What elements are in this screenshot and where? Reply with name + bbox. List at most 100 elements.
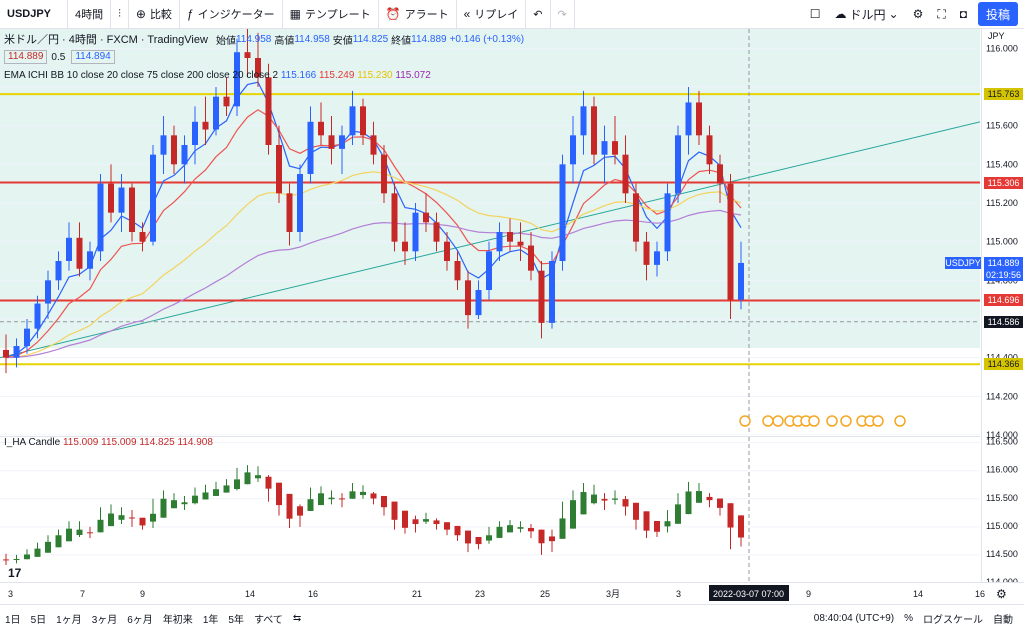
- price-tag: 115.763: [984, 88, 1023, 101]
- interval-button[interactable]: 4時間: [68, 0, 112, 28]
- candlestick-plot[interactable]: [0, 29, 980, 435]
- candle-body: [108, 183, 114, 213]
- shaded-zone: [0, 29, 980, 348]
- time-axis[interactable]: 3 7 9 14 16 21 23 25 3月 3 9 14 16 2022-03-07 07:00 ⚙: [0, 582, 1024, 605]
- price-tick-label: 114.400: [986, 353, 1018, 363]
- candle-body: [622, 154, 629, 194]
- grid-icon: ▦: [289, 7, 301, 21]
- time-tick-label: 14: [245, 589, 255, 599]
- price-axis[interactable]: JPY 116.000 115.600 115.400 115.200 115.000 11…: [945, 29, 1024, 582]
- candle-body: [580, 106, 587, 136]
- candle-body: [55, 261, 62, 281]
- candle-body: [591, 106, 597, 155]
- settings-button[interactable]: ⚙: [906, 0, 931, 28]
- heikin-ashi-plot[interactable]: 17: [0, 437, 980, 583]
- cursor-time-bg: [709, 585, 789, 601]
- ohlc-high: 114.958: [294, 33, 330, 45]
- symbol-search[interactable]: USDJPY: [0, 0, 68, 28]
- candle-body: [381, 154, 387, 194]
- moving-average-line: [5, 209, 742, 359]
- candle-body: [612, 141, 618, 155]
- fullscreen-icon: ⛶: [937, 6, 946, 21]
- clock[interactable]: 08:40:04 (UTC+9): [813, 612, 895, 624]
- layout-button[interactable]: ☐: [803, 0, 828, 28]
- ha-candle-body: [444, 522, 450, 530]
- ha-indicator-legend[interactable]: I_HA Candle 115.009 115.009 114.825 114.…: [4, 437, 213, 448]
- candle-body: [87, 251, 93, 269]
- candle-body: [171, 135, 177, 165]
- layout-name[interactable]: ☁ ドル円 ⌄: [834, 7, 899, 22]
- camera-icon: ◘: [959, 7, 967, 21]
- range-button-4[interactable]: 6ヶ月: [127, 614, 153, 626]
- auto-scale-toggle[interactable]: 自動: [993, 614, 1013, 626]
- undo-icon: ↶: [533, 8, 543, 21]
- templates-button[interactable]: ▦ テンプレート: [283, 0, 379, 28]
- goto-date-button[interactable]: ⇆: [288, 613, 306, 624]
- price-tag: 114.696: [984, 294, 1023, 307]
- candle-body: [486, 251, 492, 290]
- ha-chart[interactable]: 17: [0, 436, 980, 583]
- bid-price[interactable]: 114.889: [4, 50, 48, 64]
- candle-style-icon: ⫶: [118, 7, 121, 20]
- ha-candle-body: [507, 525, 513, 533]
- ha-candle-body: [87, 532, 93, 534]
- compare-button[interactable]: ⊕ 比較: [129, 0, 180, 28]
- ha-name: I_HA Candle: [4, 437, 61, 448]
- range-button-3[interactable]: 3ヶ月: [91, 614, 118, 626]
- event-marker: [894, 415, 906, 427]
- price-tag: 114.889: [984, 257, 1023, 270]
- ha-candle-body: [654, 520, 660, 532]
- indicators-button[interactable]: ƒ インジケーター: [180, 0, 283, 28]
- ha-candle-body: [307, 499, 314, 511]
- ask-price[interactable]: 114.894: [71, 50, 115, 64]
- range-button-1[interactable]: 5日: [30, 614, 47, 626]
- candle-body: [318, 121, 324, 136]
- range-button-2[interactable]: 1ヶ月: [56, 614, 82, 626]
- range-button-7[interactable]: 5年: [228, 614, 244, 626]
- spread: 0.5: [51, 51, 66, 63]
- fullscreen-button[interactable]: ⛶: [930, 0, 952, 28]
- ha-candle-body: [286, 493, 293, 519]
- range-button-6[interactable]: 1年: [202, 614, 219, 626]
- post-button[interactable]: 投稿: [977, 2, 1018, 26]
- snapshot-button[interactable]: ◘: [953, 0, 974, 28]
- symbol-tag: USDJPY: [945, 257, 981, 270]
- alert-button[interactable]: ⏰ アラート: [379, 0, 457, 28]
- candle-body: [192, 121, 198, 145]
- range-button-8[interactable]: すべて: [253, 614, 283, 626]
- ohlc-low: 114.825: [352, 33, 389, 45]
- ha-candle-body: [601, 498, 608, 501]
- time-tick-label: 21: [412, 589, 422, 599]
- ohlc-close-label: 終値: [391, 35, 412, 47]
- candle-body: [538, 270, 545, 323]
- candle-body: [307, 121, 314, 174]
- moving-average-line: [5, 171, 742, 359]
- candle-body: [160, 135, 167, 155]
- ha-candle-body: [118, 515, 125, 520]
- undo-button[interactable]: ↶: [526, 0, 551, 28]
- ha-candle-body: [412, 519, 419, 525]
- symbol-title: 米ドル／円 · 4時間 · FXCM · TradingView: [4, 34, 208, 46]
- ha-low: 114.825: [139, 437, 175, 448]
- ha-candle-body: [234, 479, 240, 490]
- main-chart[interactable]: [0, 29, 980, 435]
- range-button-5[interactable]: 年初来: [162, 614, 193, 626]
- range-button-0[interactable]: 1日: [5, 614, 21, 626]
- ha-candle-body: [34, 548, 41, 557]
- event-marker: [872, 415, 884, 427]
- redo-button[interactable]: ↷: [551, 0, 575, 28]
- indicator-legend[interactable]: EMA ICHI BB 10 close 20 close 75 close 2…: [4, 70, 431, 81]
- percent-toggle[interactable]: %: [904, 612, 913, 624]
- event-marker: [772, 415, 784, 427]
- ha-candle-body: [391, 501, 398, 520]
- event-marker: [826, 415, 838, 427]
- replay-button[interactable]: «リプレイ: [457, 0, 527, 28]
- ha-candle-body: [717, 498, 723, 508]
- ha-candle-body: [360, 491, 366, 496]
- chart-style-button[interactable]: ⫶: [111, 0, 129, 28]
- ha-candle-body: [423, 519, 429, 522]
- candle-body: [97, 183, 104, 252]
- candle-body: [727, 183, 734, 300]
- chart-legend: 米ドル／円 · 4時間 · FXCM · TradingView 始値 114.9…: [4, 32, 524, 64]
- log-scale-toggle[interactable]: ログスケール: [923, 614, 983, 626]
